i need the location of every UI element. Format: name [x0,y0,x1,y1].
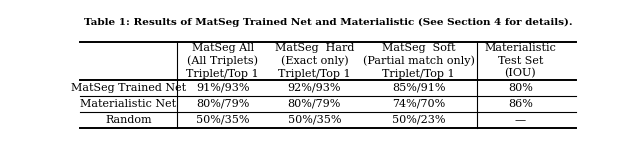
Bar [360,42,477,80]
Text: 50%/35%: 50%/35% [196,115,250,125]
Bar [477,112,564,128]
Text: Materialistic Net: Materialistic Net [80,99,177,109]
Text: 80%/79%: 80%/79% [287,99,341,109]
Bar [360,96,477,112]
Bar [269,80,360,96]
Bar [80,112,177,128]
Text: 80%: 80% [508,83,532,93]
Text: MatSeg Trained Net: MatSeg Trained Net [71,83,186,93]
Text: Materialistic
Test Set
(IOU): Materialistic Test Set (IOU) [484,44,556,79]
Bar [80,42,177,80]
Text: 92%/93%: 92%/93% [287,83,341,93]
Text: MatSeg  Soft
(Partial match only)
Triplet/Top 1: MatSeg Soft (Partial match only) Triplet… [363,43,474,79]
Bar [477,96,564,112]
Bar [177,42,269,80]
Bar [177,96,269,112]
Text: 80%/79%: 80%/79% [196,99,250,109]
Text: 91%/93%: 91%/93% [196,83,250,93]
Bar [177,112,269,128]
Text: 85%/91%: 85%/91% [392,83,445,93]
Bar [477,80,564,96]
Bar [360,112,477,128]
Text: 50%/23%: 50%/23% [392,115,445,125]
Text: Table 1: Results of MatSeg Trained Net and Materialistic (See Section 4 for deta: Table 1: Results of MatSeg Trained Net a… [84,18,572,27]
Bar [269,112,360,128]
Bar [177,80,269,96]
Bar [477,42,564,80]
Text: 86%: 86% [508,99,532,109]
Text: MatSeg All
(All Triplets)
Triplet/Top 1: MatSeg All (All Triplets) Triplet/Top 1 [186,43,259,79]
Text: —: — [515,115,526,125]
Bar [80,96,177,112]
Bar [269,42,360,80]
Text: MatSeg  Hard
(Exact only)
Triplet/Top 1: MatSeg Hard (Exact only) Triplet/Top 1 [275,43,354,79]
Text: 50%/35%: 50%/35% [287,115,341,125]
Bar [360,80,477,96]
Bar [80,80,177,96]
Text: 74%/70%: 74%/70% [392,99,445,109]
Text: Random: Random [105,115,152,125]
Bar [269,96,360,112]
